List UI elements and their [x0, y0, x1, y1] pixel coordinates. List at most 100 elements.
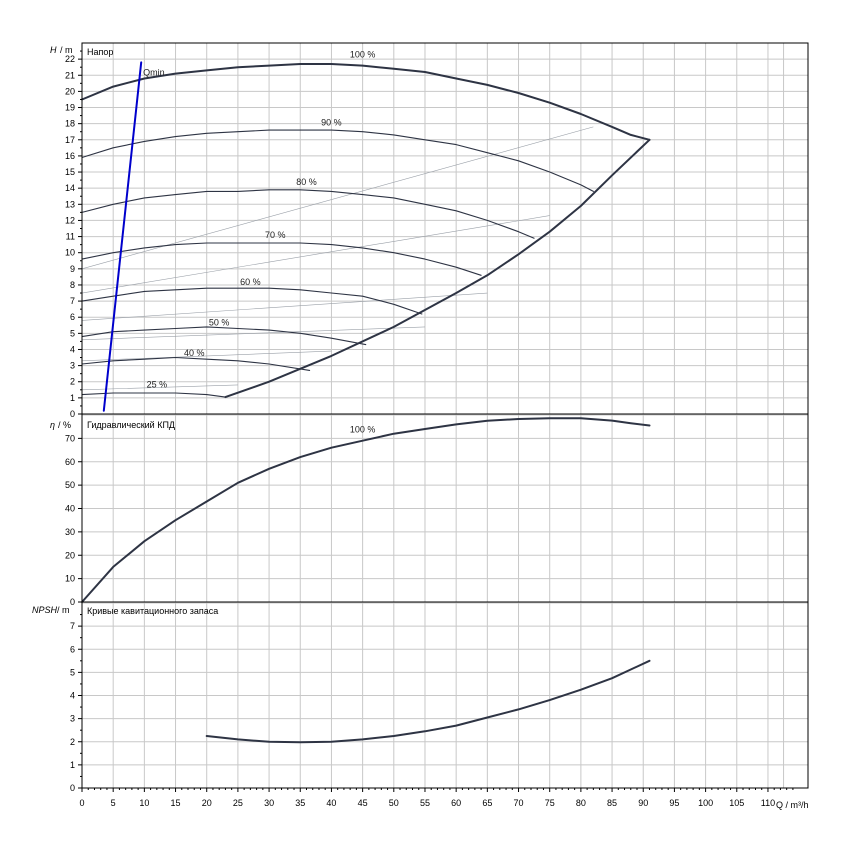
flow-axis-label: Q / m³/h: [776, 800, 809, 810]
x-tick-label: 0: [79, 798, 84, 808]
npsh-axis-unit: / m: [57, 605, 70, 615]
y-tick-label: 16: [65, 151, 75, 161]
efficiency-guide-line: [81, 126, 594, 270]
efficiency-guide-line: [81, 326, 425, 341]
head-series-70: [81, 242, 482, 276]
head-series-25: [81, 392, 226, 398]
efficiency-guide-line: [81, 215, 550, 294]
head-series-label-25: 25 %: [147, 379, 168, 389]
y-tick-label: 50: [65, 480, 75, 490]
efficiency-panel-title: Гидравлический КПД: [87, 420, 175, 430]
y-tick-label: 0: [70, 409, 75, 419]
x-tick-label: 65: [482, 798, 492, 808]
efficiency-guide-line: [81, 292, 488, 321]
y-tick-label: 11: [66, 232, 75, 242]
efficiency-series-100: [81, 417, 651, 603]
x-tick-label: 55: [420, 798, 430, 808]
plot-frame: [81, 42, 809, 789]
head-series-label-90: 90 %: [321, 117, 342, 127]
x-tick-label: 40: [326, 798, 336, 808]
x-tick-label: 90: [638, 798, 648, 808]
y-tick-label: 4: [70, 691, 75, 701]
y-tick-label: 30: [65, 527, 75, 537]
x-tick-label: 35: [295, 798, 305, 808]
head-panel-title: Напор: [87, 47, 113, 57]
npsh-series-curve-0: [205, 659, 651, 744]
head-series-80: [81, 189, 535, 239]
x-tick-label: 85: [607, 798, 617, 808]
y-tick-label: 1: [70, 760, 75, 770]
y-tick-label: 40: [65, 504, 75, 514]
y-tick-label: 5: [70, 328, 75, 338]
x-tick-label: 15: [171, 798, 181, 808]
head-series-qmin: [102, 61, 143, 412]
head-series-90: [81, 129, 594, 192]
efficiency-series-label-100: 100 %: [350, 425, 376, 435]
x-tick-label: 75: [545, 798, 555, 808]
head-series-label-100: 100 %: [350, 50, 376, 60]
y-tick-label: 21: [65, 70, 75, 80]
x-tick-label: 5: [111, 798, 116, 808]
y-tick-label: 3: [70, 361, 75, 371]
y-tick-label: 6: [70, 312, 75, 322]
head-series-50: [81, 326, 367, 346]
x-tick-label: 30: [264, 798, 274, 808]
y-tick-label: 7: [70, 621, 75, 631]
x-tick-label: 45: [358, 798, 368, 808]
y-tick-label: 2: [70, 737, 75, 747]
y-tick-label: 4: [70, 344, 75, 354]
x-tick-label: 10: [139, 798, 149, 808]
y-tick-label: 10: [65, 248, 75, 258]
y-tick-label: 70: [65, 433, 75, 443]
axis-layer: 0123456789101112131415161718192021220102…: [65, 42, 809, 808]
y-tick-label: 3: [70, 714, 75, 724]
y-tick-label: 8: [70, 280, 75, 290]
head-axis-unit: / m: [60, 45, 73, 55]
efficiency-guide-line: [81, 384, 238, 391]
label-layer: 100 % 90 % 80 % 70 % 60 % 50 % 40 % 25 % Qmin 100…: [143, 50, 375, 435]
y-tick-label: 20: [65, 86, 75, 96]
y-tick-label: 18: [65, 119, 75, 129]
x-tick-label: 60: [451, 798, 461, 808]
y-tick-label: 5: [70, 667, 75, 677]
head-series-label-50: 50 %: [209, 317, 230, 327]
x-tick-label: 105: [729, 798, 744, 808]
grid-layer: [82, 42, 808, 788]
y-tick-label: 0: [70, 597, 75, 607]
npsh-panel-title: Кривые кавитационного запаса: [87, 606, 218, 616]
y-tick-label: 1: [70, 393, 75, 403]
x-tick-label: 80: [576, 798, 586, 808]
efficiency-axis-unit: / %: [58, 420, 71, 430]
x-tick-label: 110: [761, 798, 775, 808]
head-series-label-40: 40 %: [184, 348, 205, 358]
x-tick-label: 25: [233, 798, 243, 808]
head-series-40: [81, 356, 311, 371]
curve-layer: [81, 61, 651, 744]
head-series-label-qmin: Qmin: [143, 67, 165, 77]
x-tick-label: 95: [669, 798, 679, 808]
x-tick-label: 50: [389, 798, 399, 808]
y-tick-label: 22: [65, 54, 75, 64]
y-tick-label: 6: [70, 644, 75, 654]
y-tick-label: 0: [70, 783, 75, 793]
x-tick-label: 70: [514, 798, 524, 808]
y-tick-label: 13: [65, 199, 75, 209]
x-tick-label: 20: [202, 798, 212, 808]
head-series-100: [81, 63, 651, 141]
head-series-60: [81, 287, 423, 315]
y-tick-label: 7: [70, 296, 75, 306]
y-tick-label: 9: [70, 264, 75, 274]
head-axis-label: H: [50, 45, 57, 55]
head-series-label-60: 60 %: [240, 277, 261, 287]
efficiency-axis-label: η: [50, 420, 55, 430]
y-tick-label: 17: [65, 135, 75, 145]
y-tick-label: 15: [65, 167, 75, 177]
y-tick-label: 14: [65, 183, 75, 193]
efficiency-iso-lines: [81, 126, 594, 391]
y-tick-label: 10: [65, 574, 75, 584]
efficiency-guide-line: [81, 350, 332, 362]
head-series-label-80: 80 %: [296, 177, 317, 187]
y-tick-label: 12: [65, 215, 75, 225]
x-tick-label: 100: [698, 798, 713, 808]
